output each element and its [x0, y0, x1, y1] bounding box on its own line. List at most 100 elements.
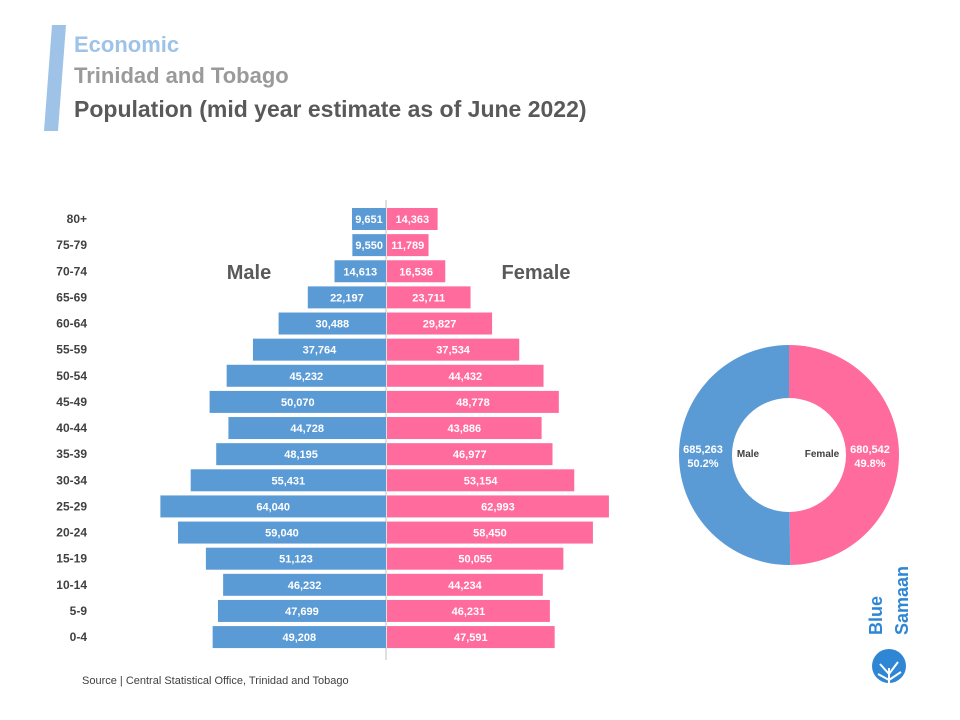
brand-word-blue: Blue	[866, 595, 886, 635]
female-bar	[387, 626, 555, 649]
male-data-label: 30,488	[315, 319, 349, 331]
male-bar	[252, 338, 386, 361]
male-data-label: 9,651	[355, 214, 383, 226]
age-tick-label: 50-54	[56, 369, 87, 383]
female-slice	[789, 345, 900, 565]
female-data-label: 48,778	[456, 397, 490, 409]
male-bar	[334, 260, 386, 283]
male-data-label: 59,040	[265, 528, 299, 540]
male-data-label: 44,728	[290, 423, 324, 435]
age-tick-label: 15-19	[56, 552, 87, 566]
male-bar	[228, 417, 386, 440]
female-bar	[387, 338, 520, 361]
age-tick-label: 70-74	[56, 264, 87, 278]
male-percent-label: 50.2%	[687, 458, 718, 470]
male-data-label: 64,040	[256, 501, 290, 513]
female-percent-label: 49.8%	[854, 458, 885, 470]
male-value-label: 685,263	[683, 444, 723, 456]
female-value-label: 680,542	[850, 444, 890, 456]
female-data-label: 53,154	[464, 475, 499, 487]
female-bar	[387, 417, 542, 440]
age-tick-label: 10-14	[56, 578, 87, 592]
age-tick-label: 40-44	[56, 421, 87, 435]
male-bar	[307, 286, 386, 309]
male-data-label: 47,699	[285, 606, 319, 618]
female-data-label: 37,534	[436, 345, 471, 357]
female-bar	[387, 234, 429, 257]
source-note: Source | Central Statistical Office, Tri…	[82, 675, 349, 687]
male-legend-label: Male	[737, 449, 760, 460]
age-tick-label: 80+	[67, 212, 87, 226]
female-data-label: 50,055	[458, 554, 492, 566]
male-bar	[209, 390, 386, 413]
age-tick-label: 75-79	[56, 238, 87, 252]
female-data-label: 44,234	[448, 580, 483, 592]
age-tick-label: 30-34	[56, 473, 87, 487]
male-bar	[278, 312, 386, 335]
male-data-label: 55,431	[272, 475, 306, 487]
male-bar	[190, 469, 386, 492]
female-data-label: 46,231	[452, 606, 486, 618]
male-bar	[216, 443, 386, 466]
brand-logo: Blue Samaan	[858, 555, 928, 705]
age-tick-label: 25-29	[56, 499, 87, 513]
female-bar	[387, 286, 471, 309]
male-bar	[205, 547, 386, 570]
age-tick-label: 35-39	[56, 447, 87, 461]
male-data-label: 48,195	[284, 449, 318, 461]
male-data-label: 14,613	[343, 266, 377, 278]
male-data-label: 9,550	[355, 240, 383, 252]
male-bar	[226, 364, 386, 387]
female-data-label: 47,591	[454, 632, 488, 644]
male-series-label: Male	[227, 262, 271, 284]
male-bar	[351, 208, 386, 230]
female-legend-label: Female	[805, 449, 840, 460]
age-tick-label: 55-59	[56, 343, 87, 357]
male-slice	[679, 345, 791, 565]
female-data-label: 14,363	[395, 214, 429, 226]
female-bar	[387, 260, 446, 283]
male-bar	[217, 599, 386, 622]
female-bar	[387, 573, 543, 596]
title-block: Economic Trinidad and Tobago Population …	[74, 30, 587, 126]
age-tick-label: 5-9	[70, 604, 88, 618]
female-bar	[387, 443, 553, 466]
age-tick-label: 20-24	[56, 526, 87, 540]
page-title: Population (mid year estimate as of June…	[74, 96, 587, 122]
female-bar	[387, 495, 609, 518]
male-data-label: 51,123	[279, 554, 313, 566]
male-data-label: 49,208	[282, 632, 316, 644]
female-data-label: 23,711	[412, 292, 445, 304]
male-bar	[160, 495, 386, 518]
male-bar	[352, 234, 386, 257]
brand-word-samaan: Samaan	[892, 565, 912, 635]
male-data-label: 46,232	[288, 580, 322, 592]
age-tick-label: 60-64	[56, 317, 87, 331]
male-data-label: 45,232	[289, 371, 323, 383]
age-tick-label: 0-4	[70, 630, 88, 644]
female-bar	[387, 208, 438, 230]
female-data-label: 29,827	[423, 319, 457, 331]
female-data-label: 46,977	[453, 449, 487, 461]
age-tick-label: 65-69	[56, 290, 87, 304]
female-data-label: 16,536	[399, 266, 433, 278]
country-label: Trinidad and Tobago	[74, 63, 289, 88]
male-bar	[212, 626, 386, 649]
female-data-label: 44,432	[448, 371, 482, 383]
female-bar	[387, 521, 593, 544]
female-series-label: Female	[502, 262, 571, 284]
accent-bar	[44, 25, 66, 131]
female-bar	[387, 390, 559, 413]
male-bar	[177, 521, 386, 544]
male-bar	[223, 573, 386, 596]
male-data-label: 37,764	[303, 345, 338, 357]
category-label: Economic	[74, 32, 180, 57]
female-bar	[387, 364, 544, 387]
tree-icon	[872, 649, 906, 693]
male-data-label: 50,070	[281, 397, 315, 409]
female-bar	[387, 312, 493, 335]
female-bar	[387, 547, 564, 570]
female-data-label: 58,450	[473, 528, 507, 540]
female-data-label: 11,789	[391, 240, 424, 252]
